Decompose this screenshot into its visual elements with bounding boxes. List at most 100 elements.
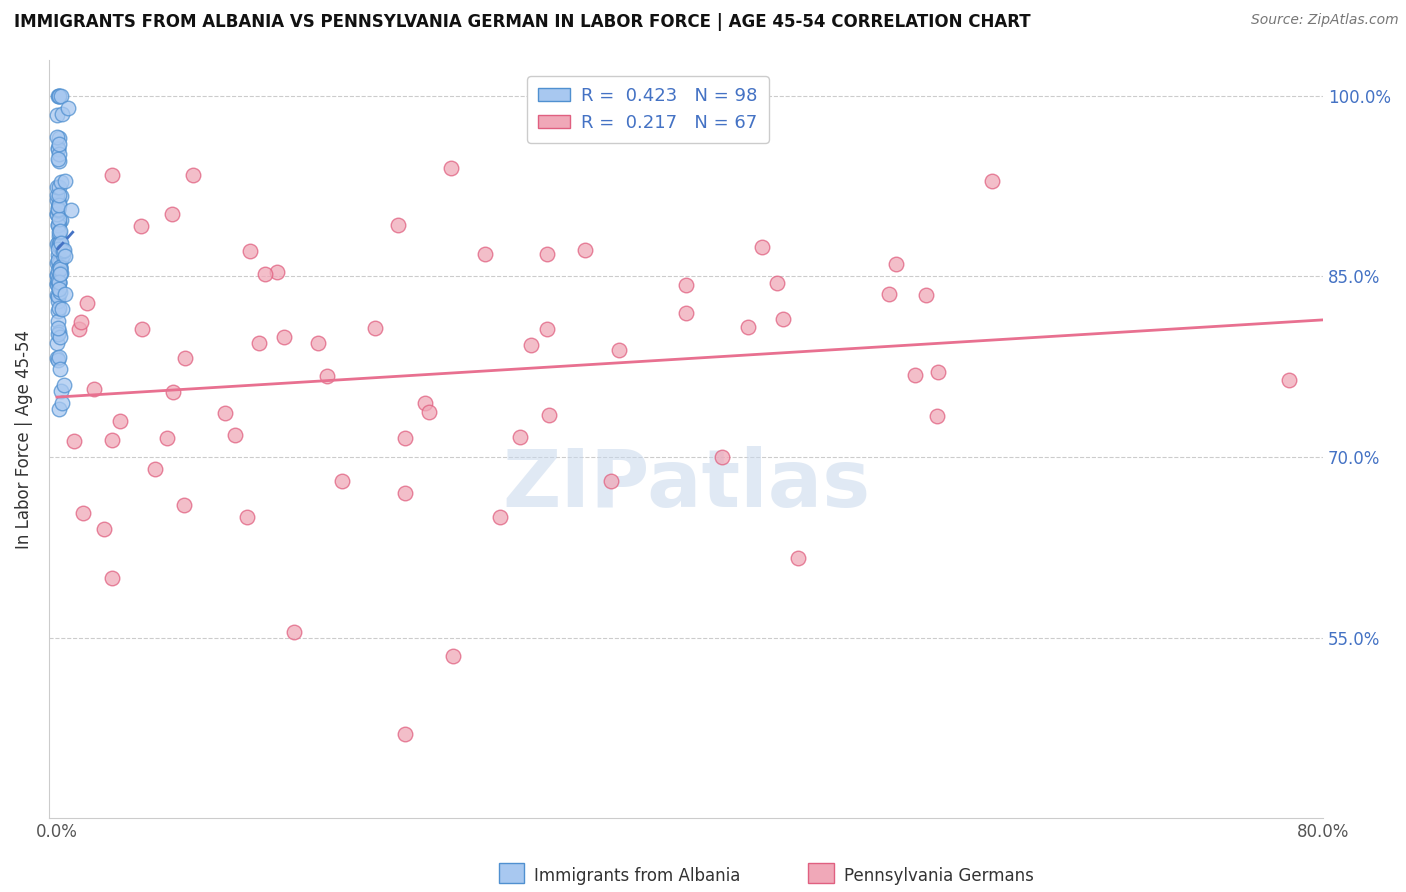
Point xyxy=(143,462,166,476)
Point xyxy=(101,570,124,584)
Point xyxy=(48,239,70,253)
Point xyxy=(394,431,416,445)
Point xyxy=(49,252,72,267)
Point xyxy=(46,291,69,305)
Point xyxy=(46,268,69,282)
Point xyxy=(156,431,179,445)
Point xyxy=(173,498,195,512)
Point xyxy=(49,260,72,274)
Point xyxy=(48,401,70,416)
Point xyxy=(60,202,83,217)
Text: IMMIGRANTS FROM ALBANIA VS PENNSYLVANIA GERMAN IN LABOR FORCE | AGE 45-54 CORREL: IMMIGRANTS FROM ALBANIA VS PENNSYLVANIA … xyxy=(14,13,1031,31)
Point xyxy=(751,240,773,254)
Point xyxy=(49,213,72,227)
Point xyxy=(273,330,295,344)
Point xyxy=(46,207,69,221)
Point xyxy=(48,325,70,339)
Point xyxy=(48,154,70,169)
Point xyxy=(101,168,124,182)
Point xyxy=(316,369,339,384)
Point xyxy=(266,265,288,279)
Point xyxy=(46,180,69,194)
Point xyxy=(1278,373,1301,387)
Point xyxy=(307,336,329,351)
Point xyxy=(48,88,70,103)
Point xyxy=(48,351,70,365)
Point xyxy=(49,235,72,250)
Point xyxy=(72,506,94,520)
Point xyxy=(675,278,697,293)
Point xyxy=(46,236,69,251)
Point xyxy=(48,321,70,335)
Point xyxy=(48,216,70,230)
Point xyxy=(48,225,70,239)
Point xyxy=(48,147,70,161)
Point xyxy=(108,414,131,428)
Point xyxy=(53,244,76,258)
Point xyxy=(46,353,69,368)
Point xyxy=(46,262,69,277)
Point xyxy=(46,276,69,290)
Point xyxy=(239,244,262,258)
Point xyxy=(49,266,72,280)
Point xyxy=(46,289,69,303)
Point xyxy=(46,218,69,232)
Point xyxy=(886,257,908,271)
Point xyxy=(48,212,70,227)
Point xyxy=(766,277,789,291)
Point xyxy=(48,282,70,296)
Point xyxy=(101,433,124,447)
Point xyxy=(183,168,205,182)
Point xyxy=(48,301,70,315)
Point xyxy=(489,510,512,524)
Text: ZIPatlas: ZIPatlas xyxy=(502,446,870,524)
Point xyxy=(49,285,72,299)
Point xyxy=(48,293,70,308)
Point xyxy=(49,235,72,249)
Point xyxy=(46,288,69,302)
Point xyxy=(980,174,1002,188)
Point xyxy=(772,312,794,326)
Point xyxy=(330,474,353,488)
Point xyxy=(52,244,75,259)
Point xyxy=(574,244,596,258)
Point xyxy=(925,409,948,423)
Point xyxy=(51,396,73,410)
Point xyxy=(418,405,440,419)
Point xyxy=(877,286,900,301)
Point xyxy=(915,288,938,302)
Point xyxy=(536,247,558,261)
Point xyxy=(48,196,70,211)
Point xyxy=(46,219,69,233)
Point xyxy=(49,188,72,202)
Point xyxy=(55,249,77,263)
Point xyxy=(56,102,79,116)
Point xyxy=(93,522,115,536)
Point xyxy=(63,434,86,448)
Point xyxy=(131,321,153,335)
Point xyxy=(48,266,70,280)
Point xyxy=(48,253,70,268)
Point xyxy=(46,351,69,366)
Point xyxy=(49,261,72,276)
Point xyxy=(46,201,69,215)
Point xyxy=(48,180,70,194)
Point xyxy=(52,248,75,262)
Point xyxy=(48,88,70,103)
Point xyxy=(46,268,69,283)
Point xyxy=(394,486,416,500)
Point xyxy=(131,219,153,233)
Point xyxy=(46,193,69,207)
Point xyxy=(48,242,70,256)
Point xyxy=(174,351,197,365)
Point xyxy=(46,256,69,270)
Point xyxy=(254,267,277,281)
Point xyxy=(214,406,236,420)
Point xyxy=(46,188,69,202)
Point xyxy=(394,727,416,741)
Point xyxy=(49,175,72,189)
Point xyxy=(48,152,70,166)
Legend: R =  0.423   N = 98, R =  0.217   N = 67: R = 0.423 N = 98, R = 0.217 N = 67 xyxy=(527,76,769,143)
Point xyxy=(46,304,69,318)
Point xyxy=(675,306,697,320)
